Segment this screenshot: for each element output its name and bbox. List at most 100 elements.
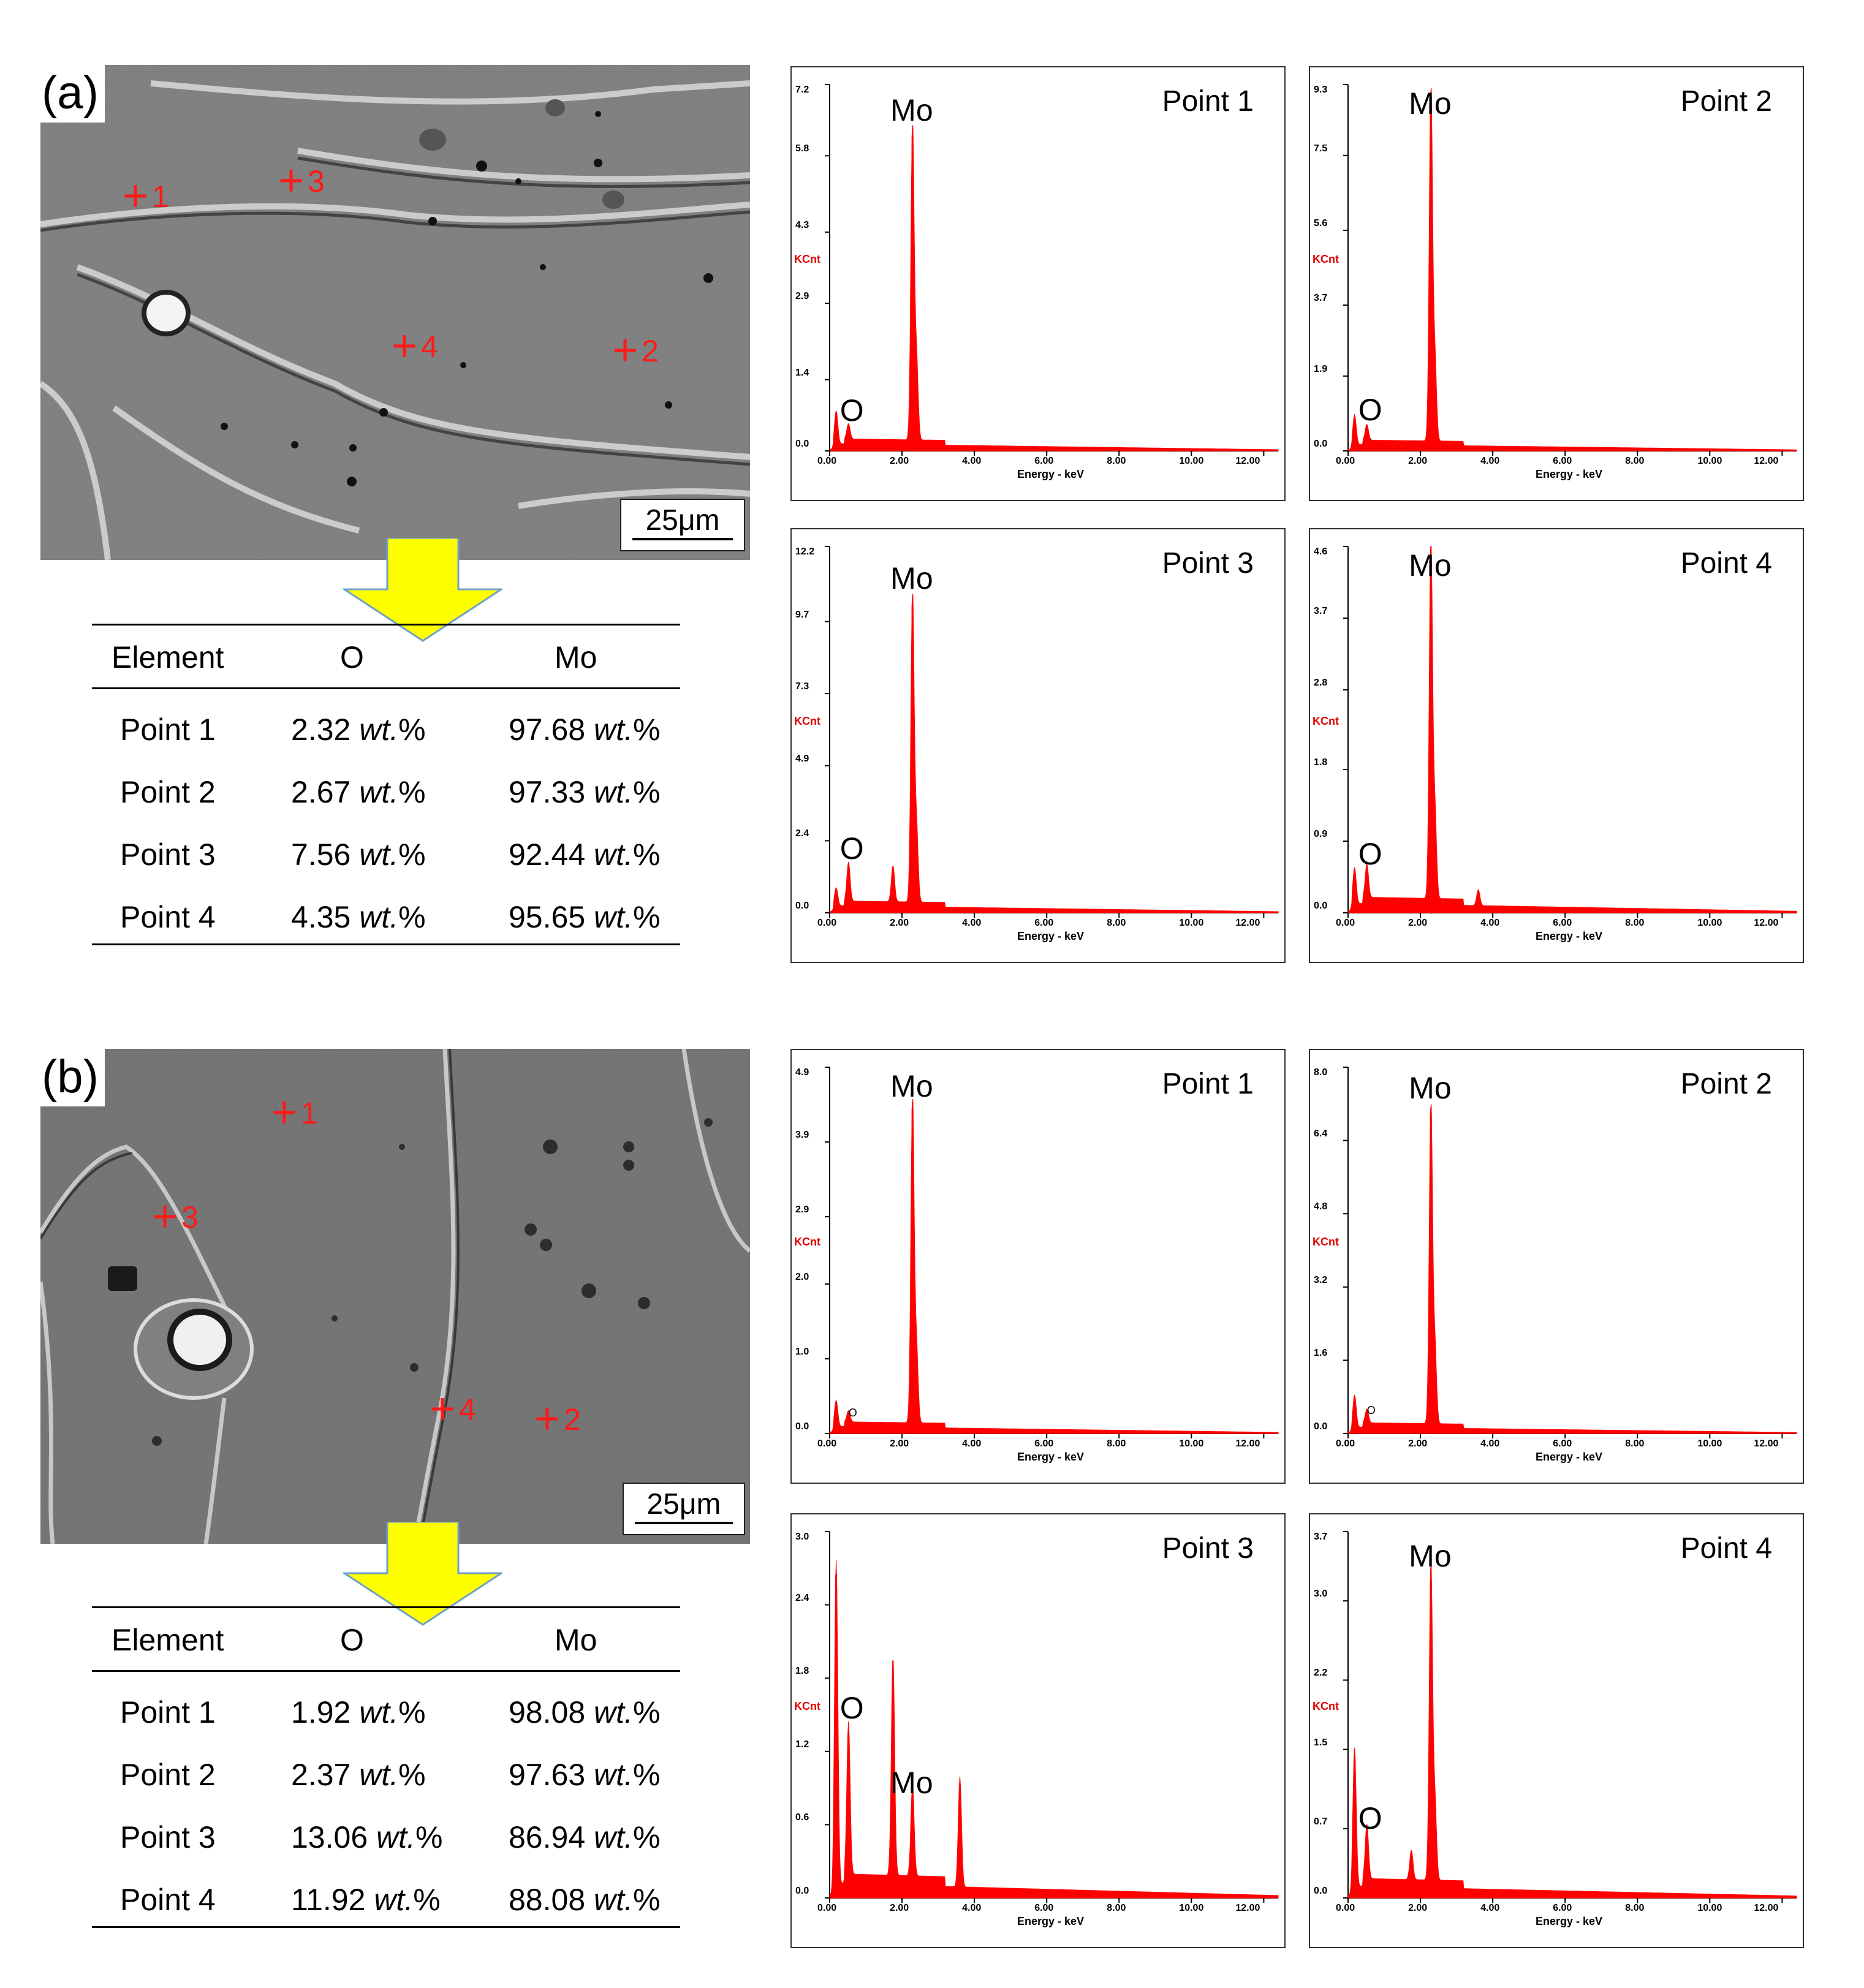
- table-rule-top: [92, 1606, 680, 1608]
- peak-label-molybdenum: Mo: [1409, 1538, 1452, 1573]
- crosshair-icon: +: [392, 322, 418, 371]
- oxygen-value: 11.92 wt.%: [291, 1883, 441, 1917]
- x-tick-label: 6.00: [1553, 456, 1572, 466]
- molybdenum-number: 92.44: [509, 837, 586, 872]
- scale-bar-b: 25μm: [623, 1483, 745, 1535]
- molybdenum-number: 97.33: [509, 775, 586, 809]
- y-tick-label: 7.5: [1314, 143, 1328, 154]
- x-tick-label: 6.00: [1034, 918, 1054, 928]
- oxygen-number: 1.92: [291, 1695, 351, 1729]
- y-tick-label: 3.9: [795, 1130, 809, 1141]
- x-axis-label: Energy - keV: [1017, 930, 1085, 942]
- y-tick-label: 3.2: [1314, 1274, 1328, 1285]
- peak-label-oxygen: O: [839, 831, 864, 866]
- point-marker-a2: +2: [612, 326, 659, 375]
- point-marker-a1: +1: [123, 172, 169, 221]
- spectrum-plot: [1343, 546, 1797, 918]
- oxygen-number: 13.06: [291, 1820, 368, 1854]
- unit-label: wt.: [359, 900, 399, 934]
- y-axis-unit: KCnt: [794, 715, 820, 727]
- x-tick-label: 2.00: [890, 1903, 909, 1913]
- y-axis-unit: KCnt: [1313, 1700, 1339, 1712]
- x-axis-label: Energy - keV: [1017, 1451, 1085, 1463]
- x-tick-label: 12.00: [1754, 456, 1779, 466]
- y-axis-unit: KCnt: [794, 1700, 820, 1712]
- sem-texture-a: [40, 65, 750, 560]
- y-tick-label: 1.4: [795, 367, 809, 378]
- point-name: Point 1: [120, 712, 216, 747]
- x-tick-label: 12.00: [1235, 918, 1260, 928]
- unit-label: wt.: [359, 837, 399, 872]
- oxygen-value: 7.56 wt.%: [291, 837, 426, 872]
- eds-spectrum: 0.0 0.6 1.2 1.8 2.4 3.0 KCnt 0.00 2.00 4.00 6.00 8.…: [790, 1513, 1286, 1948]
- table-header-o: O: [340, 640, 364, 675]
- eds-spectrum: 0.0 1.9 3.7 5.6 7.5 9.3 KCnt 0.00 2.00 4.00 6.00 8.…: [1309, 66, 1804, 501]
- y-tick-label: 2.4: [795, 828, 809, 839]
- axis-lines: [829, 1532, 1278, 1899]
- spectrum-title: Point 4: [1680, 547, 1772, 580]
- peak-label-molybdenum: Mo: [890, 561, 933, 596]
- y-tick-label: 4.3: [795, 219, 809, 230]
- spectrum-title: Point 3: [1162, 547, 1254, 580]
- unit-label: wt.: [359, 712, 399, 747]
- table-header-mo: Mo: [555, 1623, 597, 1657]
- spectrum-series: [1347, 1564, 1797, 1899]
- y-tick-label: 2.2: [1314, 1668, 1328, 1679]
- scale-bar-line: [635, 1522, 733, 1524]
- y-tick-label: 3.0: [795, 1532, 809, 1542]
- molybdenum-number: 97.63: [509, 1758, 586, 1792]
- y-tick-label: 7.3: [795, 681, 809, 692]
- peak-label-oxygen: O: [1358, 837, 1382, 872]
- x-tick-label: 10.00: [1179, 456, 1204, 466]
- oxygen-value: 2.67 wt.%: [291, 775, 426, 809]
- y-tick-label: 2.0: [795, 1271, 809, 1282]
- spectrum-title: Point 1: [1162, 1068, 1254, 1100]
- unit-label: wt.: [376, 1820, 415, 1854]
- x-tick-label: 0.00: [817, 1903, 837, 1913]
- y-tick-label: 0.0: [1314, 1886, 1328, 1896]
- x-axis-label: Energy - keV: [1536, 1451, 1603, 1463]
- spectrum-title: Point 3: [1162, 1532, 1254, 1565]
- y-tick-label: 0.0: [795, 901, 809, 911]
- y-tick-label: 4.9: [795, 1067, 809, 1078]
- x-tick-label: 2.00: [890, 1438, 909, 1449]
- point-marker-a3: +3: [278, 156, 325, 205]
- spectrum-plot: [1343, 1531, 1797, 1903]
- y-tick-label: 1.5: [1314, 1737, 1328, 1748]
- oxygen-value: 1.92 wt.%: [291, 1695, 426, 1729]
- y-axis-unit: KCnt: [794, 253, 820, 265]
- table-rule-mid: [92, 1670, 680, 1672]
- y-tick-label: 9.7: [795, 609, 809, 620]
- x-tick-label: 6.00: [1034, 1438, 1054, 1449]
- x-tick-label: 6.00: [1034, 1903, 1054, 1913]
- point-name: Point 4: [120, 1883, 216, 1917]
- peak-label-molybdenum: Mo: [1409, 548, 1452, 583]
- peak-label-molybdenum: Mo: [1409, 1070, 1452, 1105]
- x-tick-label: 8.00: [1625, 456, 1645, 466]
- x-tick-label: 10.00: [1697, 456, 1722, 466]
- x-tick-label: 0.00: [817, 1438, 837, 1449]
- y-tick-label: 0.0: [1314, 1421, 1328, 1432]
- x-tick-label: 10.00: [1179, 918, 1204, 928]
- spectrum-title: Point 1: [1162, 85, 1254, 118]
- spectrum-title: Point 2: [1680, 1068, 1772, 1100]
- y-tick-label: 4.8: [1314, 1201, 1328, 1212]
- x-tick-label: 10.00: [1179, 1903, 1204, 1913]
- y-tick-label: 0.0: [795, 1421, 809, 1432]
- y-tick-label: 5.8: [795, 143, 809, 154]
- oxygen-value: 2.37 wt.%: [291, 1758, 426, 1792]
- scale-bar-line: [632, 538, 733, 540]
- crosshair-icon: +: [430, 1385, 456, 1434]
- y-tick-label: 3.7: [1314, 1532, 1328, 1542]
- x-tick-label: 2.00: [1408, 918, 1428, 928]
- point-name: Point 3: [120, 1820, 216, 1854]
- table-header-mo: Mo: [555, 640, 597, 675]
- point-name: Point 2: [120, 1758, 216, 1792]
- crosshair-icon: +: [123, 172, 149, 221]
- axis-lines: [1347, 1532, 1797, 1899]
- unit-label: wt.: [359, 775, 399, 809]
- x-axis-label: Energy - keV: [1536, 930, 1603, 942]
- peak-label-molybdenum: Mo: [890, 1765, 933, 1800]
- x-tick-label: 10.00: [1697, 1438, 1722, 1449]
- oxygen-value: 13.06 wt.%: [291, 1820, 443, 1854]
